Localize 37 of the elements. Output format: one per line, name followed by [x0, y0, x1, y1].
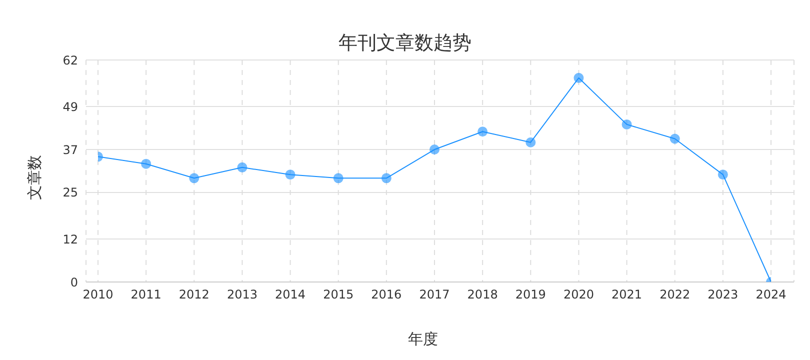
point: [189, 173, 200, 184]
x-axis-title: 年度: [407, 330, 439, 349]
x-tick-label: 2012: [178, 288, 210, 302]
point: [141, 158, 152, 169]
x-tick-label: 2017: [419, 288, 450, 302]
x-tick-label: 2014: [275, 288, 306, 302]
x-tick-label: 2013: [226, 288, 258, 302]
x-tick-label: 2016: [371, 288, 402, 302]
point: [237, 162, 248, 172]
chart-title: 年刊文章数趋势: [338, 32, 472, 54]
point: [430, 144, 440, 155]
x-tick-label: 2021: [612, 288, 642, 302]
y-tick-label: 62: [62, 53, 78, 68]
y-tick-label: 25: [62, 186, 78, 200]
x-tick-label: 2015: [323, 288, 354, 302]
x-tick-label: 2020: [563, 288, 594, 302]
x-tick-label: 2010: [82, 288, 114, 302]
point: [718, 170, 728, 180]
y-axis-title: 文章数: [26, 154, 44, 202]
point: [285, 170, 296, 180]
y-tick-label: 37: [62, 142, 78, 157]
y-tick-label: 0: [70, 275, 78, 290]
point: [381, 173, 392, 184]
x-tick-label: 2024: [756, 288, 786, 302]
x-tick-label: 2019: [515, 288, 546, 302]
x-tick-label: 2018: [467, 288, 498, 302]
x-tick-label: 2011: [130, 288, 162, 302]
point: [670, 134, 680, 144]
point: [526, 137, 536, 148]
x-tick-label: 2023: [708, 288, 738, 302]
point: [333, 173, 344, 184]
y-tick-label: 12: [62, 232, 78, 246]
point: [478, 126, 488, 137]
y-tick-label: 49: [62, 100, 78, 114]
point: [574, 72, 584, 83]
point: [622, 119, 632, 130]
x-tick-label: 2022: [660, 288, 690, 302]
